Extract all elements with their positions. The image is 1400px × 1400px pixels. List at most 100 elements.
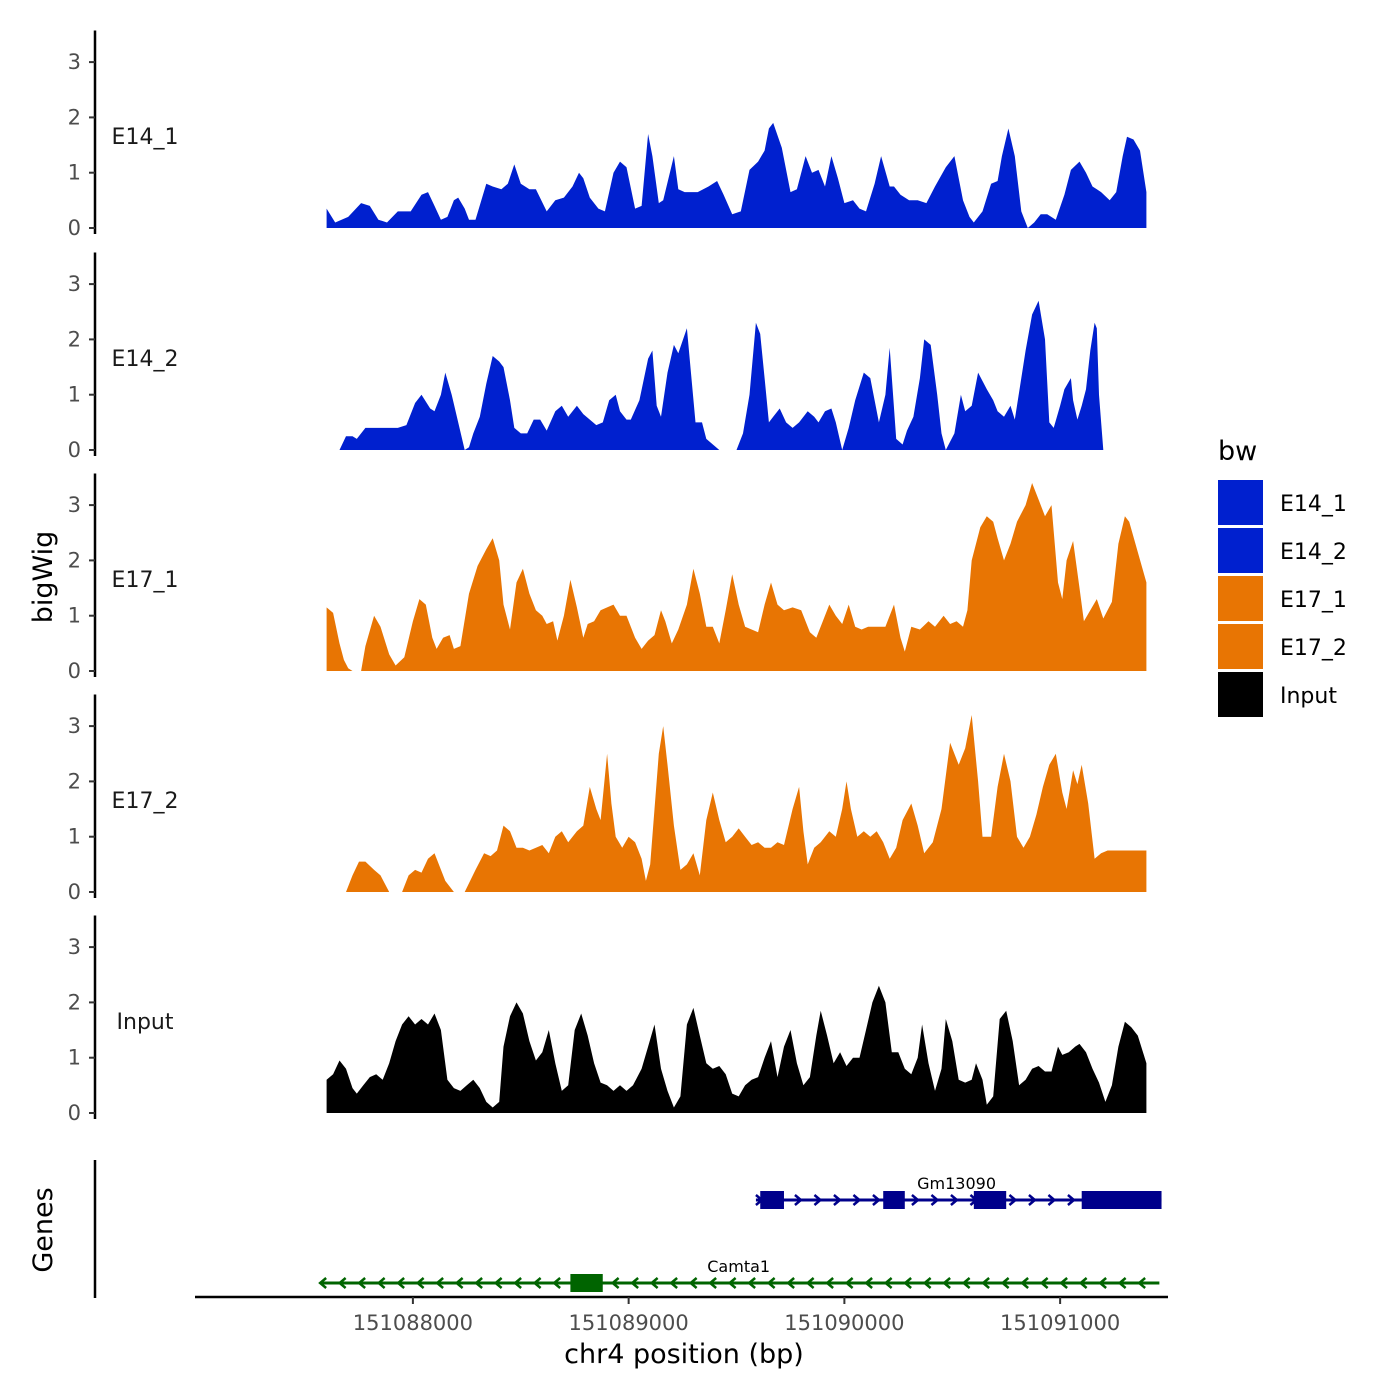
tracks-group: 0 1 2 3 E14_1 0 1 2 3 E14_2 0 1 2 3 E17_1 0 1 2 3 E17_2 0 1 2 3…: [68, 30, 1147, 1125]
strand-arrow: [747, 1277, 756, 1289]
strand-arrow: [727, 1277, 737, 1289]
strand-arrow: [805, 1277, 815, 1289]
strand-arrow: [813, 1194, 823, 1206]
track-input: 0 1 2 3 Input: [68, 915, 1147, 1125]
y-tick-label: 1: [68, 825, 81, 849]
y-tick-label: 1: [68, 161, 81, 185]
track-label: E17_2: [112, 789, 179, 814]
strand-arrow: [922, 1277, 932, 1289]
strand-arrow: [532, 1277, 542, 1289]
y-tick-label: 0: [68, 216, 81, 240]
strand-arrow: [708, 1277, 717, 1289]
strand-arrow: [454, 1277, 464, 1289]
strand-arrow: [474, 1277, 483, 1289]
coverage-area: [326, 122, 1147, 228]
strand-arrow: [852, 1194, 862, 1206]
coverage-area: [326, 483, 1147, 671]
y-tick-label: 2: [68, 327, 81, 351]
gene-gm13090: Gm13090: [755, 1174, 1162, 1209]
strand-arrow: [1028, 1194, 1037, 1206]
legend-key-e14-1: [1218, 480, 1263, 525]
y-tick-label: 1: [68, 604, 81, 628]
strand-arrow: [825, 1277, 834, 1289]
strand-arrow: [1098, 1277, 1107, 1289]
x-tick-label: 151088000: [353, 1311, 473, 1335]
legend-key-e17-2: [1218, 624, 1263, 669]
strand-arrow: [930, 1194, 940, 1206]
strand-arrow: [864, 1277, 873, 1289]
strand-arrow: [649, 1277, 659, 1289]
gene-label: Camta1: [707, 1257, 770, 1276]
strand-arrow: [786, 1277, 795, 1289]
strand-arrow: [493, 1277, 503, 1289]
legend-label: E14_2: [1280, 540, 1347, 565]
y-tick-label: 2: [68, 105, 81, 129]
strand-arrow: [961, 1277, 971, 1289]
strand-arrow: [883, 1277, 893, 1289]
legend-key-e17-1: [1218, 576, 1263, 621]
x-tick-label: 151090000: [784, 1311, 904, 1335]
strand-arrow: [337, 1277, 347, 1289]
y-tick-label: 2: [68, 769, 81, 793]
x-axis: 151088000 151089000 151090000 151091000: [195, 1295, 1168, 1335]
strand-arrow: [903, 1277, 912, 1289]
exon: [570, 1274, 603, 1292]
genes-group: Gm13090 Camta1: [93, 1160, 1162, 1298]
strand-arrow: [1000, 1277, 1010, 1289]
coverage-area: [339, 300, 1104, 450]
y-tick-label: 1: [68, 1046, 81, 1070]
exon: [883, 1191, 905, 1209]
y-tick-label: 0: [68, 659, 81, 683]
track-e14-2: 0 1 2 3 E14_2: [68, 252, 1104, 462]
strand-arrow: [1078, 1277, 1088, 1289]
strand-arrow: [1137, 1277, 1146, 1289]
y-tick-label: 0: [68, 880, 81, 904]
exon: [973, 1191, 1007, 1209]
strand-arrow: [1020, 1277, 1029, 1289]
legend: bw E14_1 E14_2 E17_1 E17_2 Input: [1218, 436, 1347, 717]
strand-arrow: [376, 1277, 386, 1289]
x-tick-label: 151091000: [1000, 1311, 1120, 1335]
y-tick-label: 3: [68, 493, 81, 517]
strand-arrow: [688, 1277, 698, 1289]
legend-label: Input: [1280, 684, 1337, 709]
strand-arrow: [794, 1194, 803, 1206]
strand-arrow: [610, 1277, 620, 1289]
strand-arrow: [552, 1277, 561, 1289]
strand-arrow: [1059, 1277, 1068, 1289]
strand-arrow: [513, 1277, 522, 1289]
strand-arrow: [766, 1277, 776, 1289]
legend-label: E17_1: [1280, 588, 1347, 613]
y-tick-label: 0: [68, 1101, 81, 1125]
strand-arrow: [669, 1277, 678, 1289]
y-tick-label: 2: [68, 990, 81, 1014]
legend-key-input: [1218, 672, 1263, 717]
coverage-area: [326, 985, 1147, 1113]
y-tick-label: 1: [68, 383, 81, 407]
strand-arrow: [1117, 1277, 1127, 1289]
legend-label: E14_1: [1280, 492, 1347, 517]
x-tick-label: 151089000: [569, 1311, 689, 1335]
legend-key-e14-2: [1218, 528, 1263, 573]
y-tick-label: 3: [68, 714, 81, 738]
x-axis-title: chr4 position (bp): [564, 1339, 804, 1370]
exon: [760, 1191, 784, 1209]
strand-arrow: [1008, 1194, 1018, 1206]
strand-arrow: [630, 1277, 639, 1289]
strand-arrow: [911, 1194, 920, 1206]
track-e14-1: 0 1 2 3 E14_1: [68, 30, 1147, 240]
strand-arrow: [415, 1277, 425, 1289]
strand-arrow: [1047, 1194, 1057, 1206]
strand-arrow: [833, 1194, 842, 1206]
coverage-area: [346, 715, 1147, 892]
legend-title: bw: [1218, 436, 1257, 467]
strand-arrow: [318, 1277, 327, 1289]
strand-arrow: [981, 1277, 990, 1289]
y-tick-label: 3: [68, 50, 81, 74]
track-label: Input: [117, 1010, 174, 1035]
y-axis-title: bigWig: [28, 531, 59, 624]
track-label: E14_1: [112, 125, 179, 150]
strand-arrow: [942, 1277, 951, 1289]
y-tick-label: 0: [68, 438, 81, 462]
